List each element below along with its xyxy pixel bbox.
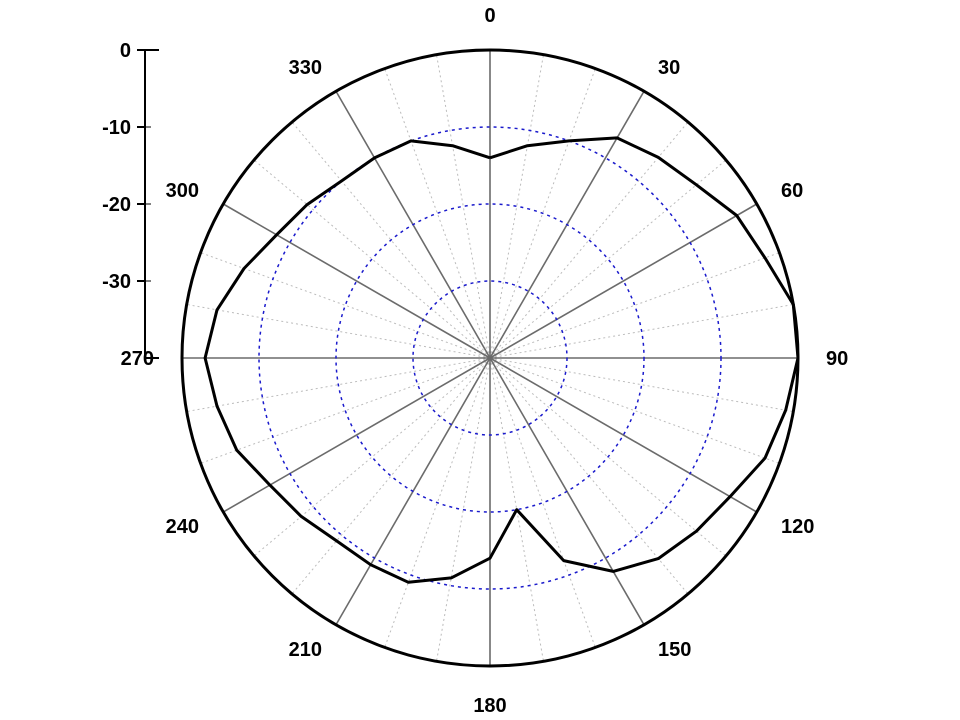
- angle-label: 120: [781, 516, 814, 538]
- angle-label: 180: [473, 695, 506, 717]
- radial-label: -10: [102, 117, 131, 139]
- angle-label: 210: [289, 639, 322, 661]
- angle-label: 30: [658, 57, 680, 79]
- angle-label: 60: [781, 180, 803, 202]
- angle-label: 300: [166, 180, 199, 202]
- angle-label: 240: [166, 516, 199, 538]
- angle-label: 330: [289, 57, 322, 79]
- radial-label: -30: [102, 271, 131, 293]
- angle-label: 90: [826, 348, 848, 370]
- polar-chart: 0306090120150180210240270300330-30-20-10…: [0, 0, 960, 720]
- radial-label: -20: [102, 194, 131, 216]
- angle-label: 150: [658, 639, 691, 661]
- radial-label: 0: [120, 40, 131, 62]
- angle-label: 0: [484, 5, 495, 27]
- polar-chart-svg: 0306090120150180210240270300330-30-20-10…: [0, 0, 960, 720]
